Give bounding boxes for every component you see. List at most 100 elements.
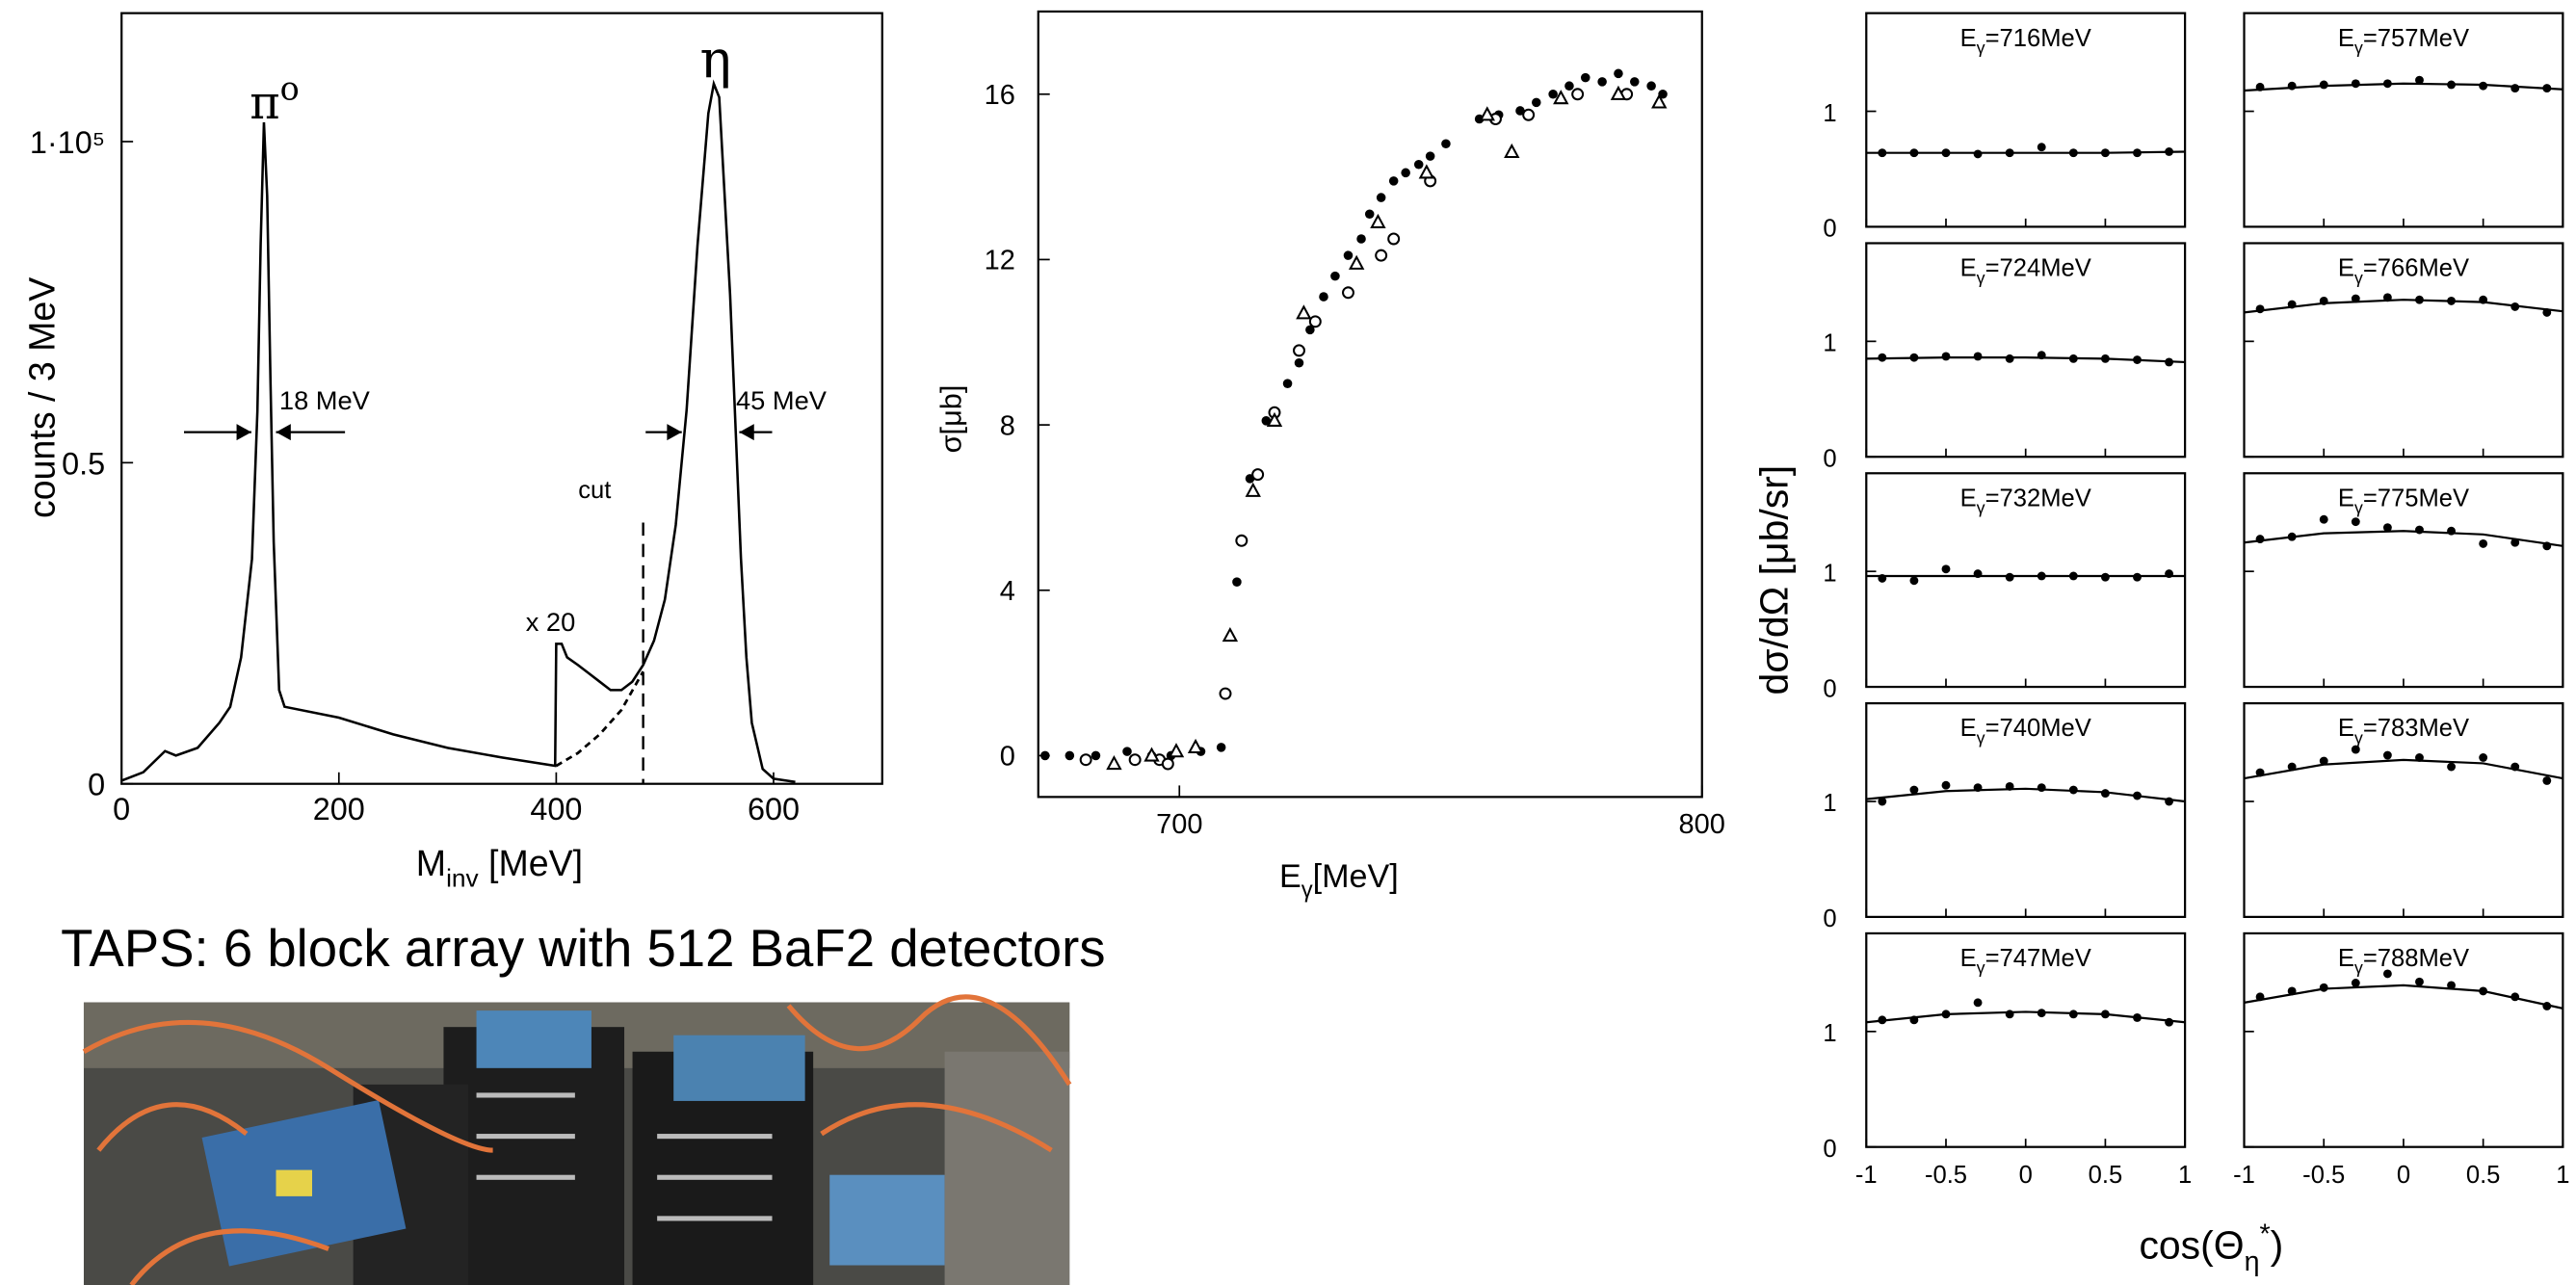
data-point — [1219, 687, 1232, 700]
panel-title: Eγ=740MeV — [1960, 715, 2091, 747]
data-point — [1401, 168, 1410, 178]
panel-title-part: E — [2338, 25, 2354, 52]
x-axis-label-part: inv — [446, 863, 479, 892]
data-point — [1571, 88, 1585, 101]
fit-curve — [2244, 758, 2563, 780]
y-tick-label: 0 — [1823, 675, 1836, 702]
cable — [129, 1228, 329, 1285]
data-point — [2319, 80, 2328, 90]
fit-curve — [1866, 356, 2186, 364]
data-point — [2382, 969, 2392, 979]
data-point — [2165, 357, 2174, 367]
y-tick-label: 0 — [1000, 742, 1015, 773]
data-point — [2005, 148, 2014, 158]
arrow-head — [276, 424, 291, 441]
data-point — [2479, 538, 2488, 548]
data-point — [2447, 80, 2456, 90]
data-point — [1941, 780, 1951, 790]
data-point — [1941, 1010, 1951, 1019]
data-point — [2319, 983, 2328, 992]
data-point — [2133, 572, 2142, 582]
data-point — [1293, 344, 1305, 357]
cable — [820, 1102, 1053, 1153]
data-point — [1504, 143, 1520, 158]
y-tick-label: 1 — [1823, 560, 1836, 587]
x-axis-label: Eγ[MeV] — [1279, 858, 1399, 903]
data-point — [1388, 176, 1399, 186]
panel-title-part: γ — [1977, 728, 1985, 747]
data-point — [2100, 354, 2110, 363]
data-point — [1413, 159, 1424, 170]
data-point — [1532, 97, 1541, 108]
data-point — [1646, 81, 1656, 91]
x-tick-label: 200 — [313, 792, 365, 826]
data-point — [2165, 1017, 2174, 1027]
arrow-head — [236, 424, 251, 441]
data-point — [2287, 986, 2297, 996]
data-point — [2037, 1009, 2046, 1018]
data-point — [2319, 296, 2328, 305]
x-tick-label: 0 — [2019, 1162, 2033, 1189]
data-point — [2510, 992, 2520, 1002]
data-point — [2165, 797, 2174, 806]
panel-title-part: E — [1960, 485, 1977, 511]
photo-region — [944, 1051, 1070, 1285]
x-axis-label-part: γ — [1301, 877, 1313, 903]
x-axis-label-part: * — [2260, 1219, 2271, 1249]
x-tick-label: -0.5 — [2302, 1162, 2345, 1189]
data-point — [1356, 234, 1366, 244]
y-tick-label: 0.5 — [62, 446, 105, 481]
photo-detail — [476, 1174, 575, 1180]
photo-detail — [476, 1134, 575, 1140]
panel-title-part: γ — [1977, 268, 1985, 287]
data-point — [1187, 738, 1204, 753]
panel-title-part: E — [2338, 255, 2354, 282]
data-point — [2510, 84, 2520, 92]
cable — [82, 1019, 493, 1153]
photo-region — [673, 1035, 805, 1101]
data-point — [2100, 789, 2110, 799]
data-point — [2319, 756, 2328, 766]
panel-title: Eγ=788MeV — [2338, 945, 2469, 978]
x-axis-label-part: E — [1279, 858, 1301, 895]
y-tick-label: 1·10⁵ — [30, 125, 105, 160]
data-point — [1122, 747, 1132, 756]
data-point — [1629, 77, 1640, 87]
data-point — [1614, 68, 1623, 79]
data-point — [1168, 743, 1185, 758]
y-tick-label: 0 — [1823, 216, 1836, 243]
data-point — [1973, 352, 1983, 361]
x-tick-label: -1 — [2233, 1162, 2255, 1189]
data-point — [2255, 535, 2265, 544]
data-point — [2005, 1010, 2014, 1019]
photo-detail — [657, 1134, 773, 1140]
photo-detail — [657, 1174, 773, 1180]
data-point — [2447, 296, 2456, 305]
data-point — [2100, 1010, 2110, 1019]
fit-curve — [2244, 983, 2563, 1010]
panel-title-part: =783MeV — [2363, 715, 2469, 742]
data-point — [1282, 379, 1293, 388]
panel-title-part: =724MeV — [1985, 255, 2091, 282]
cut-label: cut — [578, 477, 611, 504]
panel-title: Eγ=716MeV — [1960, 25, 2091, 58]
cable — [96, 1102, 249, 1152]
x-tick-label: 800 — [1679, 809, 1725, 840]
data-point — [2255, 304, 2265, 314]
panel-title-part: γ — [2354, 268, 2363, 287]
data-point — [1319, 292, 1328, 302]
data-point — [1251, 468, 1265, 482]
data-point — [1909, 576, 1919, 586]
y-tick-label: 0 — [1823, 905, 1836, 932]
panel-title-part: γ — [1977, 498, 1985, 517]
data-point — [2382, 79, 2392, 89]
x-axis-label: Minv [MeV] — [416, 843, 583, 892]
data-point — [1651, 93, 1668, 109]
data-point — [2287, 81, 2297, 91]
data-point — [1418, 164, 1435, 179]
data-point — [1222, 627, 1239, 642]
data-point — [2319, 514, 2328, 524]
data-point — [2068, 354, 2078, 363]
data-point — [1564, 81, 1574, 91]
